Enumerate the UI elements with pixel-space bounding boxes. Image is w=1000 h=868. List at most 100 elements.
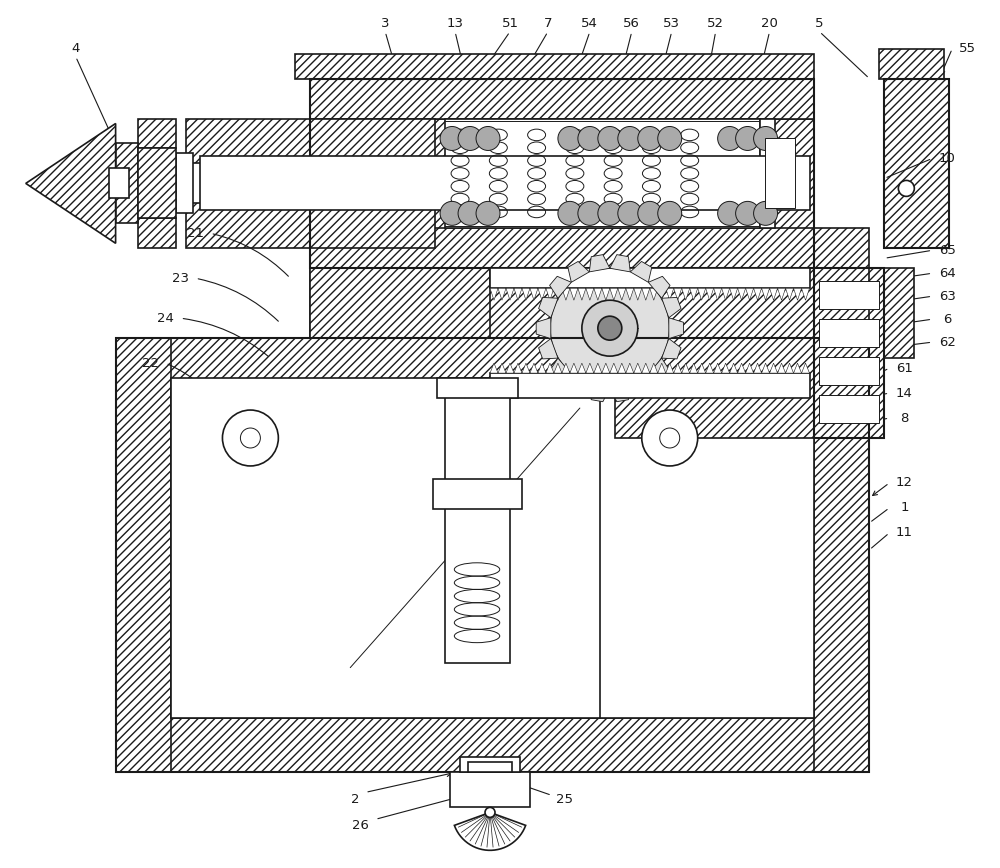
Polygon shape [714, 288, 722, 300]
Polygon shape [648, 358, 670, 380]
Circle shape [754, 201, 778, 226]
Circle shape [440, 127, 464, 150]
Bar [310, 79, 814, 268]
Circle shape [618, 201, 642, 226]
Polygon shape [794, 288, 802, 300]
Polygon shape [666, 363, 674, 373]
Text: 25: 25 [556, 792, 573, 806]
Polygon shape [562, 288, 570, 300]
Polygon shape [730, 363, 738, 373]
Polygon shape [754, 288, 762, 300]
Polygon shape [786, 288, 794, 300]
Bar [814, 268, 884, 438]
Polygon shape [648, 276, 670, 299]
Polygon shape [762, 288, 770, 300]
Bar [109, 168, 129, 199]
Bar [450, 773, 530, 807]
Polygon shape [762, 363, 770, 373]
Text: 8: 8 [900, 411, 909, 424]
Bar [171, 393, 814, 718]
Polygon shape [490, 288, 498, 300]
Polygon shape [738, 288, 746, 300]
Circle shape [660, 428, 680, 448]
Bar [138, 219, 176, 248]
Polygon shape [26, 123, 116, 243]
Bar [138, 148, 176, 219]
Polygon shape [514, 363, 522, 373]
Polygon shape [682, 363, 690, 373]
Bar [310, 268, 814, 339]
Circle shape [440, 201, 464, 226]
Polygon shape [650, 288, 658, 300]
Polygon shape [506, 363, 514, 373]
Polygon shape [802, 288, 810, 300]
Circle shape [718, 201, 742, 226]
Polygon shape [594, 288, 602, 300]
Polygon shape [786, 363, 794, 373]
Polygon shape [538, 363, 546, 373]
Bar [490, 268, 810, 288]
Text: 1: 1 [900, 502, 909, 515]
Bar [437, 378, 518, 398]
Circle shape [618, 127, 642, 150]
Circle shape [558, 127, 582, 150]
Text: 56: 56 [623, 17, 640, 30]
Bar [814, 268, 884, 438]
Circle shape [476, 127, 500, 150]
Polygon shape [722, 363, 730, 373]
Text: 11: 11 [896, 526, 913, 539]
Polygon shape [530, 288, 538, 300]
Polygon shape [738, 363, 746, 373]
Polygon shape [539, 298, 558, 318]
Polygon shape [602, 363, 610, 373]
Polygon shape [658, 288, 666, 300]
Bar [819, 357, 879, 385]
Polygon shape [530, 363, 538, 373]
Text: 65: 65 [939, 244, 956, 257]
Circle shape [598, 201, 622, 226]
Circle shape [578, 201, 602, 226]
Polygon shape [662, 339, 681, 358]
Polygon shape [706, 288, 714, 300]
Text: 3: 3 [381, 17, 389, 30]
Polygon shape [669, 318, 683, 339]
Circle shape [598, 127, 622, 150]
Polygon shape [634, 288, 642, 300]
Polygon shape [642, 288, 650, 300]
Bar [116, 143, 138, 223]
Polygon shape [682, 288, 690, 300]
Bar [460, 758, 520, 773]
Polygon shape [538, 288, 546, 300]
Circle shape [458, 127, 482, 150]
Circle shape [638, 201, 662, 226]
Polygon shape [536, 318, 551, 339]
Polygon shape [690, 363, 698, 373]
Bar [760, 119, 775, 228]
Bar [445, 119, 760, 228]
Text: 20: 20 [761, 17, 778, 30]
Polygon shape [589, 385, 610, 402]
Bar [884, 268, 914, 358]
Polygon shape [618, 363, 626, 373]
Bar [176, 154, 193, 214]
Polygon shape [626, 363, 634, 373]
Polygon shape [589, 254, 610, 272]
Bar [814, 228, 869, 339]
Circle shape [485, 807, 495, 818]
Polygon shape [594, 363, 602, 373]
Polygon shape [722, 288, 730, 300]
Bar [765, 139, 795, 208]
Polygon shape [730, 288, 738, 300]
Polygon shape [746, 363, 754, 373]
Bar [171, 378, 600, 718]
Polygon shape [514, 288, 522, 300]
Circle shape [578, 127, 602, 150]
Polygon shape [666, 288, 674, 300]
Text: 54: 54 [581, 17, 598, 30]
Circle shape [638, 127, 662, 150]
Text: 22: 22 [142, 357, 159, 370]
Text: 6: 6 [943, 312, 951, 326]
Polygon shape [546, 288, 554, 300]
Circle shape [642, 410, 698, 466]
Text: 61: 61 [896, 362, 913, 375]
